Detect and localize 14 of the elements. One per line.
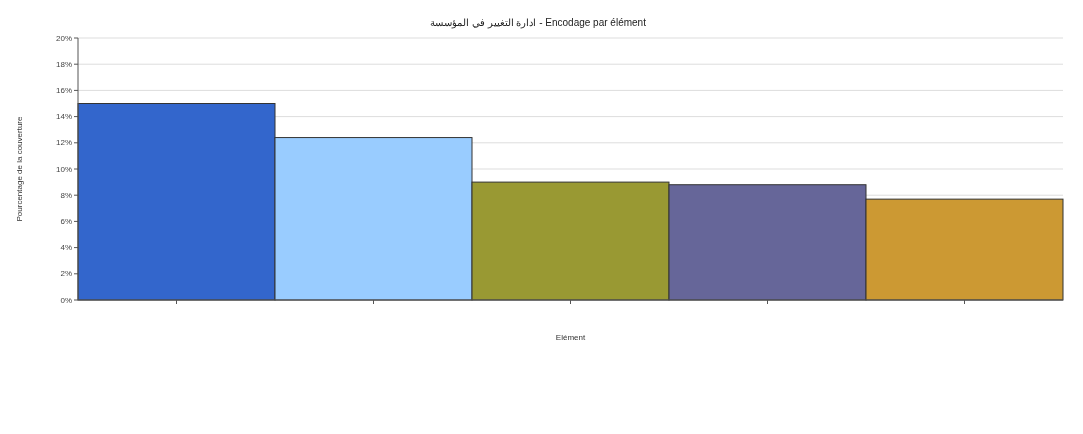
y-tick-label: 14%	[55, 112, 72, 122]
y-axis-title: Pourcentage de la couverture	[15, 115, 24, 222]
y-tick-label: 2%	[60, 269, 72, 279]
y-tick-label: 16%	[55, 85, 72, 95]
y-tick-label: 4%	[60, 243, 72, 253]
y-tick-label: 10%	[55, 164, 72, 174]
y-tick-label: 18%	[55, 59, 72, 69]
y-tick-label: 20%	[55, 33, 72, 43]
y-tick-label: 12%	[55, 138, 72, 148]
chart-title: ادارة التغيير في المؤسسة - Encodage par élément	[430, 17, 647, 29]
x-axis-title: Elément	[555, 333, 586, 342]
y-tick-label: 0%	[60, 295, 72, 305]
y-tick-label: 6%	[60, 216, 72, 226]
y-tick-label: 8%	[60, 190, 72, 200]
